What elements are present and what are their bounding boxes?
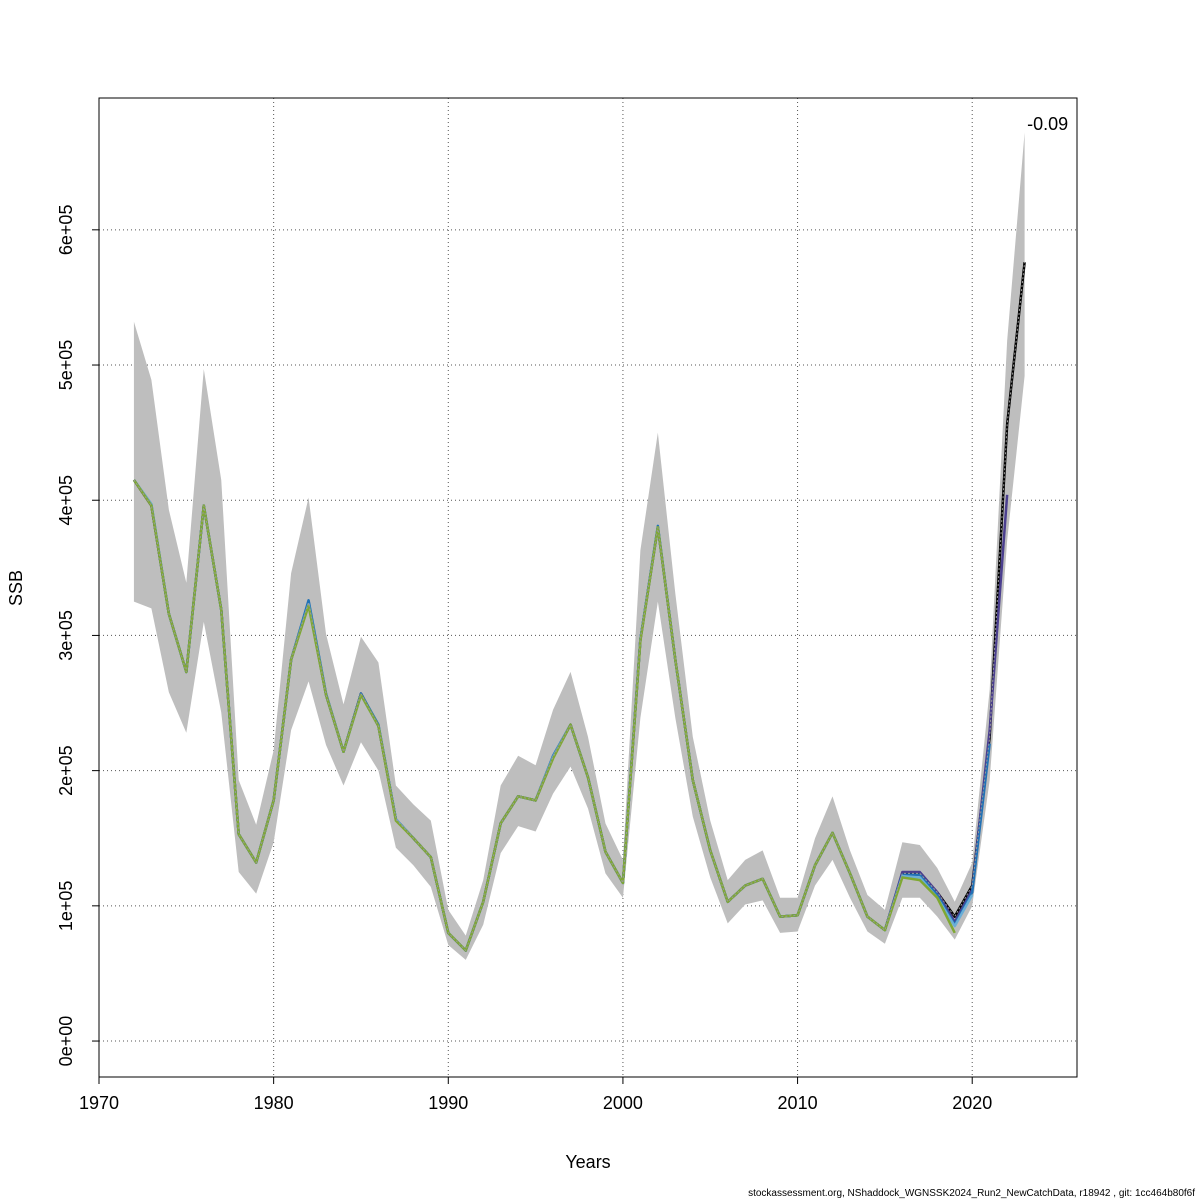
y-tick-label: 4e+05 [56,475,76,526]
y-tick-label: 0e+00 [56,1016,76,1067]
y-tick-label: 6e+05 [56,205,76,256]
x-tick-label: 2020 [952,1093,992,1113]
x-tick-label: 1990 [428,1093,468,1113]
y-tick-label: 3e+05 [56,610,76,661]
plot-frame [98,97,1078,1078]
series-line [132,479,956,952]
x-tick-label: 2000 [603,1093,643,1113]
y-axis-label: SSB [6,570,26,606]
y-tick-label: 2e+05 [56,745,76,796]
confidence-band [133,132,1025,960]
footer: stockassessment.org, NShaddock_WGNSSK202… [748,1188,1195,1199]
x-tick-label: 1980 [254,1093,294,1113]
x-tick-label: 2010 [778,1093,818,1113]
y-tick-label: 1e+05 [56,881,76,932]
x-tick-label: 1970 [79,1093,119,1113]
annotation: -0.09 [1027,114,1068,134]
y-tick-label: 5e+05 [56,340,76,391]
x-axis-label: Years [565,1152,610,1172]
